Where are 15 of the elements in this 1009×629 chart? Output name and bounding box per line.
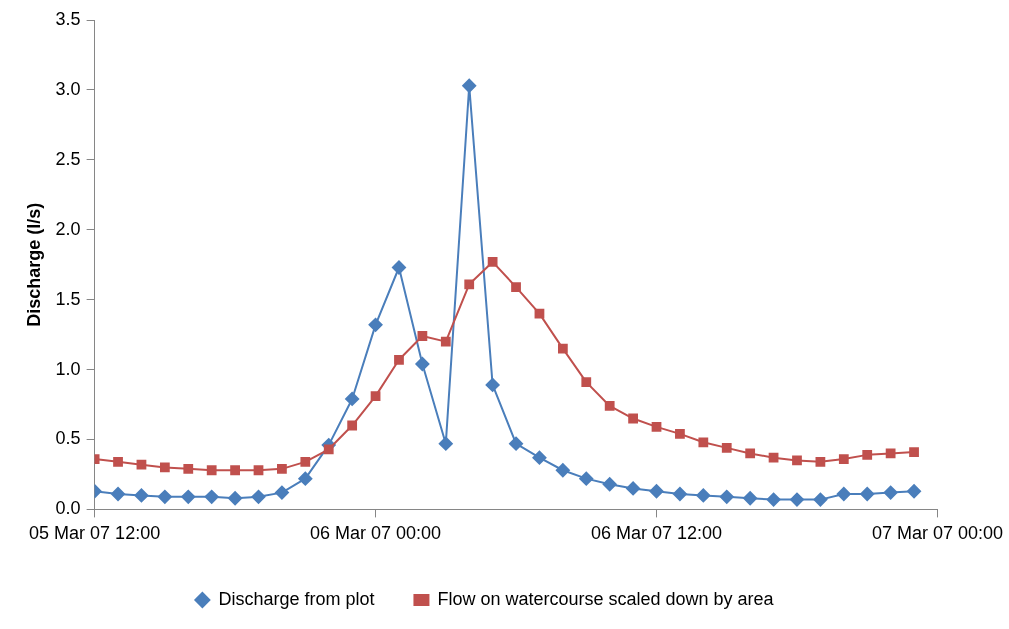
y-tick-label: 1.5	[55, 288, 81, 309]
y-tick-label: 2.5	[55, 148, 81, 169]
x-tick-label: 07 Mar 07 00:00	[871, 523, 1003, 544]
x-tick-label: 06 Mar 07 12:00	[590, 523, 723, 544]
y-tick-label: 0.0	[55, 498, 81, 519]
legend-label: Flow on watercourse scaled down by area	[437, 588, 775, 609]
legend-label: Discharge from plot	[218, 588, 375, 609]
x-tick-label: 06 Mar 07 00:00	[310, 523, 442, 544]
x-tick-label: 05 Mar 07 12:00	[29, 523, 161, 544]
y-tick-label: 3.5	[55, 8, 81, 29]
y-tick-label: 0.5	[55, 428, 81, 449]
y-tick-label: 2.0	[55, 218, 81, 239]
y-tick-label: 1.0	[55, 358, 81, 379]
y-axis-title: Discharge (l/s)	[23, 202, 44, 327]
y-tick-label: 3.0	[55, 78, 81, 99]
